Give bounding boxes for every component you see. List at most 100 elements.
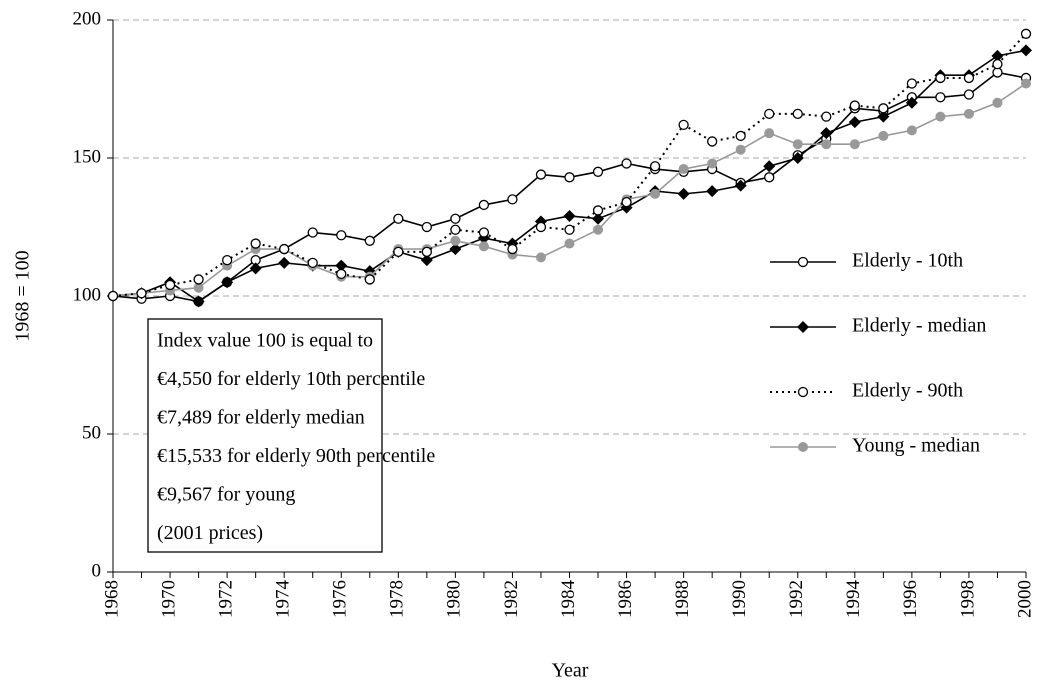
- marker: [164, 279, 176, 291]
- marker: [792, 108, 803, 119]
- marker: [764, 108, 775, 119]
- marker: [478, 227, 490, 238]
- legend-label: Young - median: [852, 435, 980, 457]
- marker: [677, 187, 690, 200]
- marker: [963, 89, 975, 100]
- marker: [820, 127, 833, 140]
- x-tick-label: 1986: [615, 580, 636, 618]
- marker: [707, 158, 718, 169]
- marker: [935, 111, 946, 122]
- y-tick-label: 200: [73, 8, 102, 29]
- marker: [878, 103, 889, 114]
- y-tick-label: 100: [73, 284, 102, 305]
- marker: [735, 130, 746, 142]
- marker: [991, 49, 1004, 62]
- marker: [335, 259, 348, 272]
- marker: [535, 169, 547, 180]
- marker: [307, 227, 318, 238]
- marker: [905, 96, 918, 109]
- x-tick-label: 1992: [786, 580, 807, 618]
- marker: [791, 152, 804, 164]
- marker: [797, 256, 809, 268]
- marker: [906, 78, 918, 89]
- marker: [592, 166, 604, 177]
- marker: [250, 238, 261, 249]
- legend-label: Elderly - median: [852, 315, 986, 337]
- annotation-line: €15,533 for elderly 90th percentile: [157, 445, 435, 467]
- marker: [507, 194, 518, 205]
- marker: [193, 274, 204, 285]
- marker: [963, 72, 975, 84]
- legend: Elderly - 10th Elderly - median Elderly - …: [770, 250, 986, 457]
- marker: [621, 158, 632, 169]
- marker: [1021, 78, 1031, 89]
- marker: [935, 72, 946, 84]
- y-tick-label: 50: [82, 422, 101, 443]
- marker: [906, 125, 917, 136]
- x-tick-label: 1990: [729, 580, 750, 618]
- marker: [307, 257, 318, 269]
- marker: [764, 128, 775, 139]
- marker: [449, 243, 462, 256]
- marker: [450, 213, 461, 224]
- marker: [992, 97, 1003, 108]
- marker: [393, 246, 404, 257]
- marker: [336, 268, 347, 280]
- y-tick-label: 0: [92, 560, 102, 581]
- marker: [797, 321, 809, 333]
- marker: [706, 185, 719, 198]
- marker: [564, 238, 575, 249]
- marker: [249, 262, 262, 275]
- marker: [421, 221, 432, 233]
- legend-label: Elderly - 90th: [852, 380, 963, 402]
- marker: [221, 254, 233, 266]
- x-tick-label: 2000: [1014, 580, 1035, 618]
- marker: [221, 276, 234, 289]
- marker: [797, 386, 809, 398]
- x-tick-label: 1980: [444, 580, 465, 618]
- annotation-box: Index value 100 is equal to €4,550 for el…: [147, 318, 435, 553]
- marker: [935, 92, 946, 103]
- marker: [535, 252, 546, 263]
- marker: [963, 108, 974, 119]
- marker: [821, 139, 832, 150]
- marker: [798, 442, 808, 452]
- y-axis-label: 1968 = 100: [12, 250, 34, 341]
- marker: [592, 205, 604, 216]
- marker: [849, 100, 860, 111]
- marker: [564, 172, 575, 183]
- marker: [564, 224, 575, 235]
- x-tick-label: 1988: [672, 580, 693, 618]
- marker: [507, 243, 518, 255]
- marker: [478, 199, 490, 211]
- x-tick-label: 1974: [273, 580, 294, 619]
- marker: [593, 224, 604, 235]
- marker: [764, 172, 775, 183]
- marker: [364, 274, 375, 285]
- x-tick-label: 1978: [387, 580, 408, 618]
- x-tick-label: 1970: [158, 580, 179, 618]
- marker: [478, 241, 489, 252]
- marker: [877, 110, 890, 123]
- marker: [563, 209, 576, 222]
- marker: [650, 188, 661, 199]
- marker: [279, 243, 290, 255]
- x-tick-label: 1996: [900, 580, 921, 618]
- marker: [1020, 28, 1032, 39]
- annotation-frame: [147, 318, 383, 553]
- marker: [821, 111, 832, 122]
- marker: [136, 288, 147, 299]
- marker: [450, 224, 461, 235]
- x-tick-label: 1976: [330, 580, 351, 618]
- x-axis-label: Year: [552, 660, 589, 682]
- marker: [535, 221, 547, 233]
- marker: [849, 139, 860, 150]
- legend-label: Elderly - 10th: [852, 250, 963, 272]
- marker: [421, 246, 432, 257]
- marker: [678, 164, 689, 175]
- marker: [848, 116, 861, 129]
- marker: [192, 295, 205, 308]
- marker: [278, 256, 291, 269]
- x-tick-label: 1998: [957, 580, 978, 618]
